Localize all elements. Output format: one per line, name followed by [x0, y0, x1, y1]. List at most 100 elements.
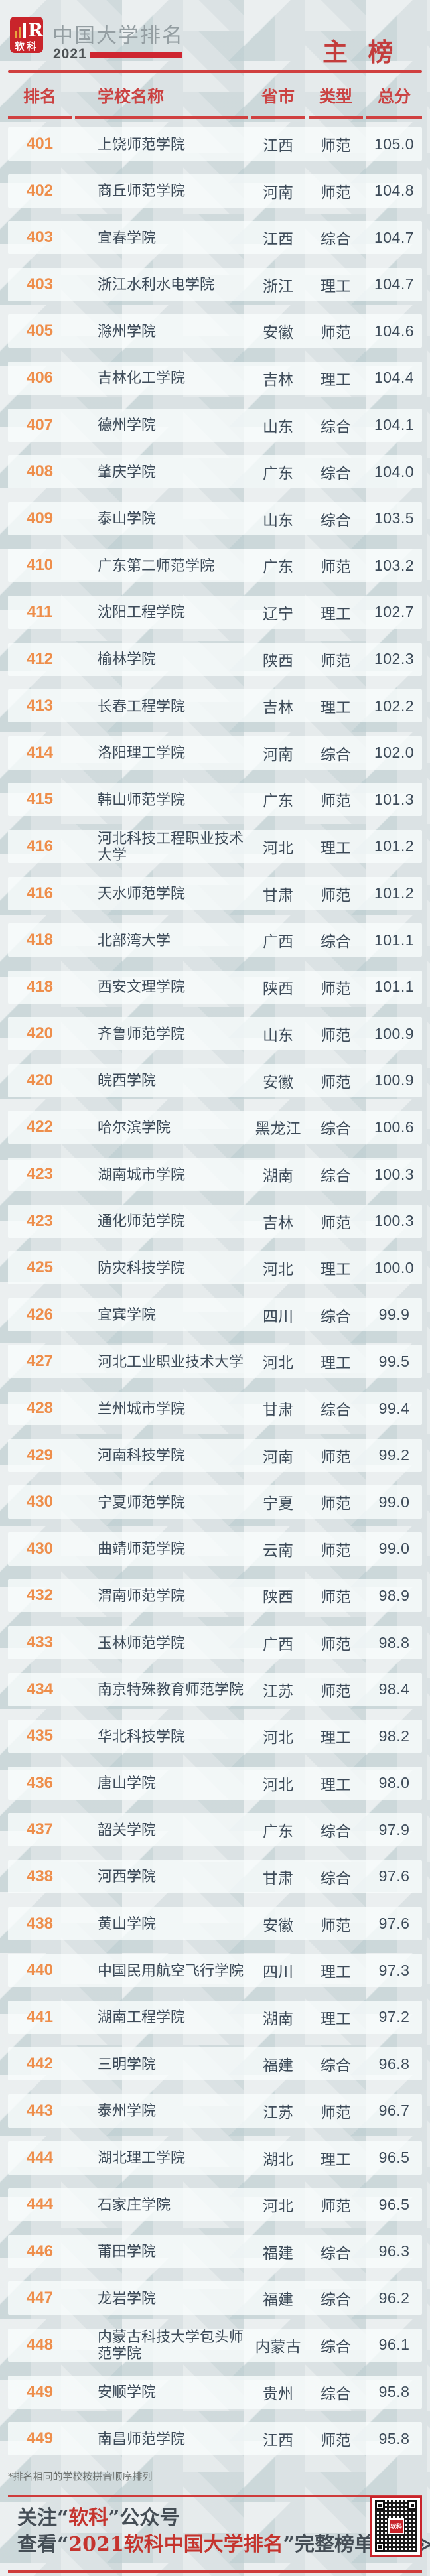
type-cell: 师范 — [321, 2431, 351, 2449]
province-cell: 山东 — [263, 417, 293, 435]
rank-cell: 414 — [26, 743, 54, 762]
rank-cell: 416 — [26, 884, 54, 902]
page-header: R 软科 中国大学排名 2021 主 榜 — [0, 0, 430, 70]
score-cell: 102.2 — [374, 697, 415, 714]
type-cell: 师范 — [321, 1682, 351, 1700]
table-row: 413 长春工程学院 吉林 理工 102.2 — [8, 689, 422, 723]
table-row: 434 南京特殊教育师范学院 江苏 师范 98.4 — [8, 1672, 422, 1706]
province-cell: 内蒙古 — [255, 2337, 301, 2355]
rank-cell: 413 — [26, 697, 54, 715]
type-cell: 师范 — [321, 792, 351, 810]
score-cell: 103.2 — [374, 556, 415, 574]
type-cell: 师范 — [321, 1026, 351, 1044]
type-cell: 综合 — [321, 745, 351, 763]
score-cell: 98.9 — [378, 1586, 410, 1604]
table-row: 432 渭南师范学院 陕西 师范 98.9 — [8, 1579, 422, 1613]
type-cell: 师范 — [321, 1635, 351, 1653]
rank-cell: 429 — [26, 1446, 54, 1464]
province-cell: 甘肃 — [263, 886, 293, 904]
rank-cell: 438 — [26, 1914, 54, 1932]
rank-table-body: 401 上饶师范学院 江西 师范 105.0 402 商丘师范学院 河南 师范 … — [8, 127, 422, 2456]
qr-finder-icon — [375, 2500, 385, 2510]
table-row: 449 南昌师范学院 江西 师范 95.8 — [8, 2422, 422, 2456]
school-name-cell: 北部湾大学 — [98, 931, 171, 949]
table-row: 423 通化师范学院 吉林 师范 100.3 — [8, 1204, 422, 1238]
school-name-cell: 广东第二师范学院 — [98, 557, 215, 574]
rank-cell: 444 — [26, 2148, 54, 2167]
rank-cell: 440 — [26, 1961, 54, 1980]
score-cell: 102.0 — [374, 744, 415, 762]
table-row: 430 曲靖师范学院 云南 师范 99.0 — [8, 1532, 422, 1566]
province-cell: 广东 — [263, 558, 293, 576]
score-cell: 104.7 — [374, 275, 415, 293]
score-cell: 103.5 — [374, 509, 415, 527]
school-name-cell: 兰州城市学院 — [98, 1400, 186, 1417]
footer-ranking-highlight: 2021软科中国大学排名 — [68, 2532, 283, 2556]
qr-finder-icon — [375, 2542, 385, 2552]
board-title: 主 榜 — [322, 39, 400, 67]
school-name-cell: 上饶师范学院 — [98, 135, 186, 153]
province-cell: 福建 — [263, 2291, 293, 2309]
score-cell: 101.2 — [374, 837, 415, 855]
school-name-cell: 泰州学院 — [98, 2102, 157, 2120]
rank-cell: 402 — [26, 181, 54, 200]
score-cell: 100.9 — [374, 1071, 415, 1089]
column-header-score: 总分 — [366, 84, 422, 119]
table-row: 411 沈阳工程学院 辽宁 理工 102.7 — [8, 595, 422, 629]
rank-cell: 446 — [26, 2242, 54, 2260]
school-name-cell: 西安文理学院 — [98, 979, 186, 996]
table-row: 428 兰州城市学院 甘肃 综合 99.4 — [8, 1392, 422, 1426]
type-cell: 理工 — [321, 277, 351, 295]
rank-cell: 423 — [26, 1165, 54, 1184]
type-cell: 理工 — [321, 699, 351, 716]
rank-cell: 438 — [26, 1867, 54, 1885]
table-row: 418 西安文理学院 陕西 师范 101.1 — [8, 970, 422, 1004]
province-cell: 河南 — [263, 1448, 293, 1465]
type-cell: 综合 — [321, 511, 351, 529]
score-cell: 96.7 — [378, 2102, 410, 2120]
province-cell: 广东 — [263, 464, 293, 482]
school-name-cell: 泰山学院 — [98, 510, 157, 527]
school-name-cell: 长春工程学院 — [98, 697, 186, 714]
score-cell: 95.8 — [378, 2429, 410, 2447]
score-cell: 104.0 — [374, 462, 415, 480]
table-row: 403 宜春学院 江西 综合 104.7 — [8, 221, 422, 255]
score-cell: 102.3 — [374, 650, 415, 668]
table-row: 444 湖北理工学院 湖北 理工 96.5 — [8, 2141, 422, 2175]
province-cell: 河北 — [263, 2197, 293, 2215]
province-cell: 河南 — [263, 745, 293, 763]
score-cell: 102.7 — [374, 603, 415, 621]
qr-center-logo: 软科 — [388, 2518, 404, 2534]
type-cell: 理工 — [321, 1775, 351, 1793]
footer-bottom-line — [8, 2569, 422, 2573]
rank-cell: 428 — [26, 1399, 54, 1418]
type-cell: 综合 — [321, 2244, 351, 2262]
footer-top-line — [8, 2494, 422, 2497]
province-cell: 湖北 — [263, 2150, 293, 2168]
type-cell: 综合 — [321, 1120, 351, 1138]
table-row: 436 唐山学院 河北 理工 98.0 — [8, 1766, 422, 1800]
qr-code: 软科 — [370, 2495, 422, 2557]
rank-cell: 420 — [26, 1024, 54, 1043]
score-cell: 104.4 — [374, 369, 415, 387]
year-row: 2021 — [53, 46, 182, 62]
type-cell: 理工 — [321, 1260, 351, 1278]
rank-cell: 447 — [26, 2289, 54, 2307]
table-row: 407 德州学院 山东 综合 104.1 — [8, 408, 422, 442]
rank-cell: 432 — [26, 1586, 54, 1605]
score-cell: 97.6 — [378, 1915, 410, 1932]
school-name-cell: 湖北理工学院 — [98, 2149, 186, 2167]
score-cell: 97.9 — [378, 1820, 410, 1838]
column-header-name: 学校名称 — [75, 84, 248, 119]
score-cell: 97.6 — [378, 1867, 410, 1885]
province-cell: 四川 — [263, 1963, 293, 1981]
table-row: 418 北部湾大学 广西 综合 101.1 — [8, 923, 422, 957]
table-row: 423 湖南城市学院 湖南 综合 100.3 — [8, 1158, 422, 1191]
table-row: 440 中国民用航空飞行学院 四川 理工 97.3 — [8, 1954, 422, 1988]
province-cell: 甘肃 — [263, 1869, 293, 1887]
school-name-cell: 洛阳理工学院 — [98, 744, 186, 762]
school-name-cell: 南京特殊教育师范学院 — [98, 1681, 244, 1698]
type-cell: 师范 — [321, 979, 351, 997]
type-cell: 综合 — [321, 464, 351, 482]
score-cell: 100.6 — [374, 1118, 415, 1136]
